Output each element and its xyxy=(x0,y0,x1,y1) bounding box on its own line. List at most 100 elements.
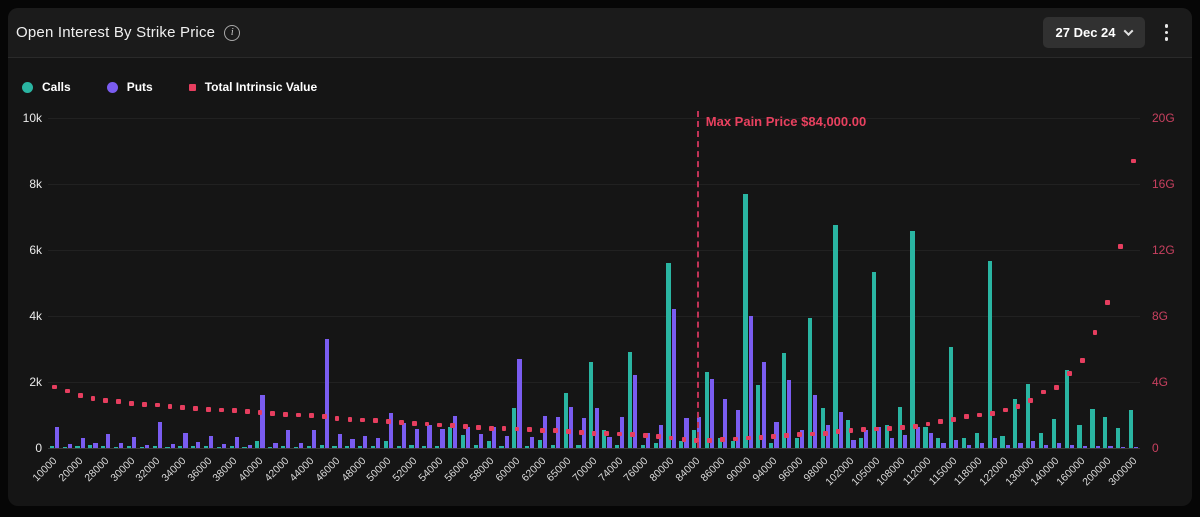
call-bar[interactable] xyxy=(499,446,504,448)
intrinsic-dot[interactable] xyxy=(1028,397,1034,403)
intrinsic-dot[interactable] xyxy=(360,417,366,423)
intrinsic-dot[interactable] xyxy=(463,424,468,429)
intrinsic-dot[interactable] xyxy=(103,397,109,403)
put-bar[interactable] xyxy=(838,411,843,448)
intrinsic-dot[interactable] xyxy=(167,404,173,410)
put-bar[interactable] xyxy=(517,358,522,448)
put-bar[interactable] xyxy=(620,416,625,448)
call-bar[interactable] xyxy=(730,441,735,448)
intrinsic-dot[interactable] xyxy=(527,427,533,433)
intrinsic-dot[interactable] xyxy=(373,418,378,424)
intrinsic-dot[interactable] xyxy=(810,431,815,437)
put-bar[interactable] xyxy=(812,395,818,448)
put-bar[interactable] xyxy=(414,429,419,448)
put-bar[interactable] xyxy=(543,415,548,448)
call-bar[interactable] xyxy=(319,444,324,448)
put-bar[interactable] xyxy=(633,375,638,448)
put-bar[interactable] xyxy=(774,421,779,448)
intrinsic-dot[interactable] xyxy=(1079,358,1085,363)
call-bar[interactable] xyxy=(833,225,838,448)
call-bar[interactable] xyxy=(537,439,543,448)
put-bar[interactable] xyxy=(555,416,561,448)
put-bar[interactable] xyxy=(889,438,895,448)
intrinsic-dot[interactable] xyxy=(604,431,610,436)
call-bar[interactable] xyxy=(229,446,234,448)
put-bar[interactable] xyxy=(299,443,304,448)
put-bar[interactable] xyxy=(928,433,933,448)
call-bar[interactable] xyxy=(191,446,196,448)
call-bar[interactable] xyxy=(602,429,607,448)
intrinsic-dot[interactable] xyxy=(296,412,301,418)
intrinsic-dot[interactable] xyxy=(386,419,391,424)
call-bar[interactable] xyxy=(974,433,979,448)
intrinsic-dot[interactable] xyxy=(578,429,584,435)
call-bar[interactable] xyxy=(268,447,273,448)
put-bar[interactable] xyxy=(1031,441,1036,448)
intrinsic-dot[interactable] xyxy=(784,433,790,439)
put-bar[interactable] xyxy=(530,436,535,448)
call-bar[interactable] xyxy=(1013,398,1018,448)
call-bar[interactable] xyxy=(1064,370,1069,448)
call-bar[interactable] xyxy=(242,447,247,448)
put-bar[interactable] xyxy=(427,424,432,448)
intrinsic-dot[interactable] xyxy=(1118,244,1124,250)
call-bar[interactable] xyxy=(345,446,350,448)
intrinsic-dot[interactable] xyxy=(257,410,263,415)
intrinsic-dot[interactable] xyxy=(938,419,944,424)
put-bar[interactable] xyxy=(80,438,85,448)
intrinsic-dot[interactable] xyxy=(591,430,597,436)
put-bar[interactable] xyxy=(722,398,728,448)
call-bar[interactable] xyxy=(936,438,941,448)
call-bar[interactable] xyxy=(113,447,119,448)
put-bar[interactable] xyxy=(594,408,599,448)
intrinsic-dot[interactable] xyxy=(219,407,224,413)
put-bar[interactable] xyxy=(363,436,368,448)
intrinsic-dot[interactable] xyxy=(270,410,276,416)
intrinsic-dot[interactable] xyxy=(411,420,417,426)
call-bar[interactable] xyxy=(653,443,658,448)
put-bar[interactable] xyxy=(221,444,227,448)
intrinsic-dot[interactable] xyxy=(308,413,314,419)
put-bar[interactable] xyxy=(440,428,445,448)
put-bar[interactable] xyxy=(671,309,676,448)
intrinsic-dot[interactable] xyxy=(1041,389,1047,395)
call-bar[interactable] xyxy=(358,446,363,448)
intrinsic-dot[interactable] xyxy=(745,435,751,441)
put-bar[interactable] xyxy=(1018,443,1023,448)
call-bar[interactable] xyxy=(1128,410,1134,448)
intrinsic-dot[interactable] xyxy=(758,434,764,440)
intrinsic-dot[interactable] xyxy=(64,388,70,394)
put-bar[interactable] xyxy=(902,434,908,448)
put-bar[interactable] xyxy=(941,443,946,448)
call-bar[interactable] xyxy=(486,441,491,448)
intrinsic-dot[interactable] xyxy=(501,426,507,431)
call-bar[interactable] xyxy=(794,438,800,448)
intrinsic-dot[interactable] xyxy=(116,399,122,405)
intrinsic-dot[interactable] xyxy=(720,437,725,443)
put-bar[interactable] xyxy=(504,435,509,448)
put-bar[interactable] xyxy=(183,433,188,448)
intrinsic-dot[interactable] xyxy=(899,424,905,430)
intrinsic-dot[interactable] xyxy=(437,422,443,428)
put-bar[interactable] xyxy=(864,429,869,448)
call-bar[interactable] xyxy=(769,443,774,448)
call-bar[interactable] xyxy=(126,446,131,448)
call-bar[interactable] xyxy=(897,407,902,448)
call-bar[interactable] xyxy=(743,193,748,448)
put-bar[interactable] xyxy=(800,429,805,448)
intrinsic-dot[interactable] xyxy=(630,432,635,438)
intrinsic-dot[interactable] xyxy=(771,434,777,439)
put-bar[interactable] xyxy=(1082,446,1087,448)
call-bar[interactable] xyxy=(165,447,170,448)
put-bar[interactable] xyxy=(954,439,959,448)
call-bar[interactable] xyxy=(614,444,620,448)
put-bar[interactable] xyxy=(1069,444,1075,448)
call-bar[interactable] xyxy=(692,429,697,448)
put-bar[interactable] xyxy=(106,434,111,448)
call-bar[interactable] xyxy=(435,446,440,448)
put-bar[interactable] xyxy=(286,429,291,448)
put-bar[interactable] xyxy=(376,438,381,448)
legend-item-intrinsic[interactable]: Total Intrinsic Value xyxy=(188,80,317,94)
call-bar[interactable] xyxy=(782,353,787,448)
put-bar[interactable] xyxy=(967,444,972,448)
